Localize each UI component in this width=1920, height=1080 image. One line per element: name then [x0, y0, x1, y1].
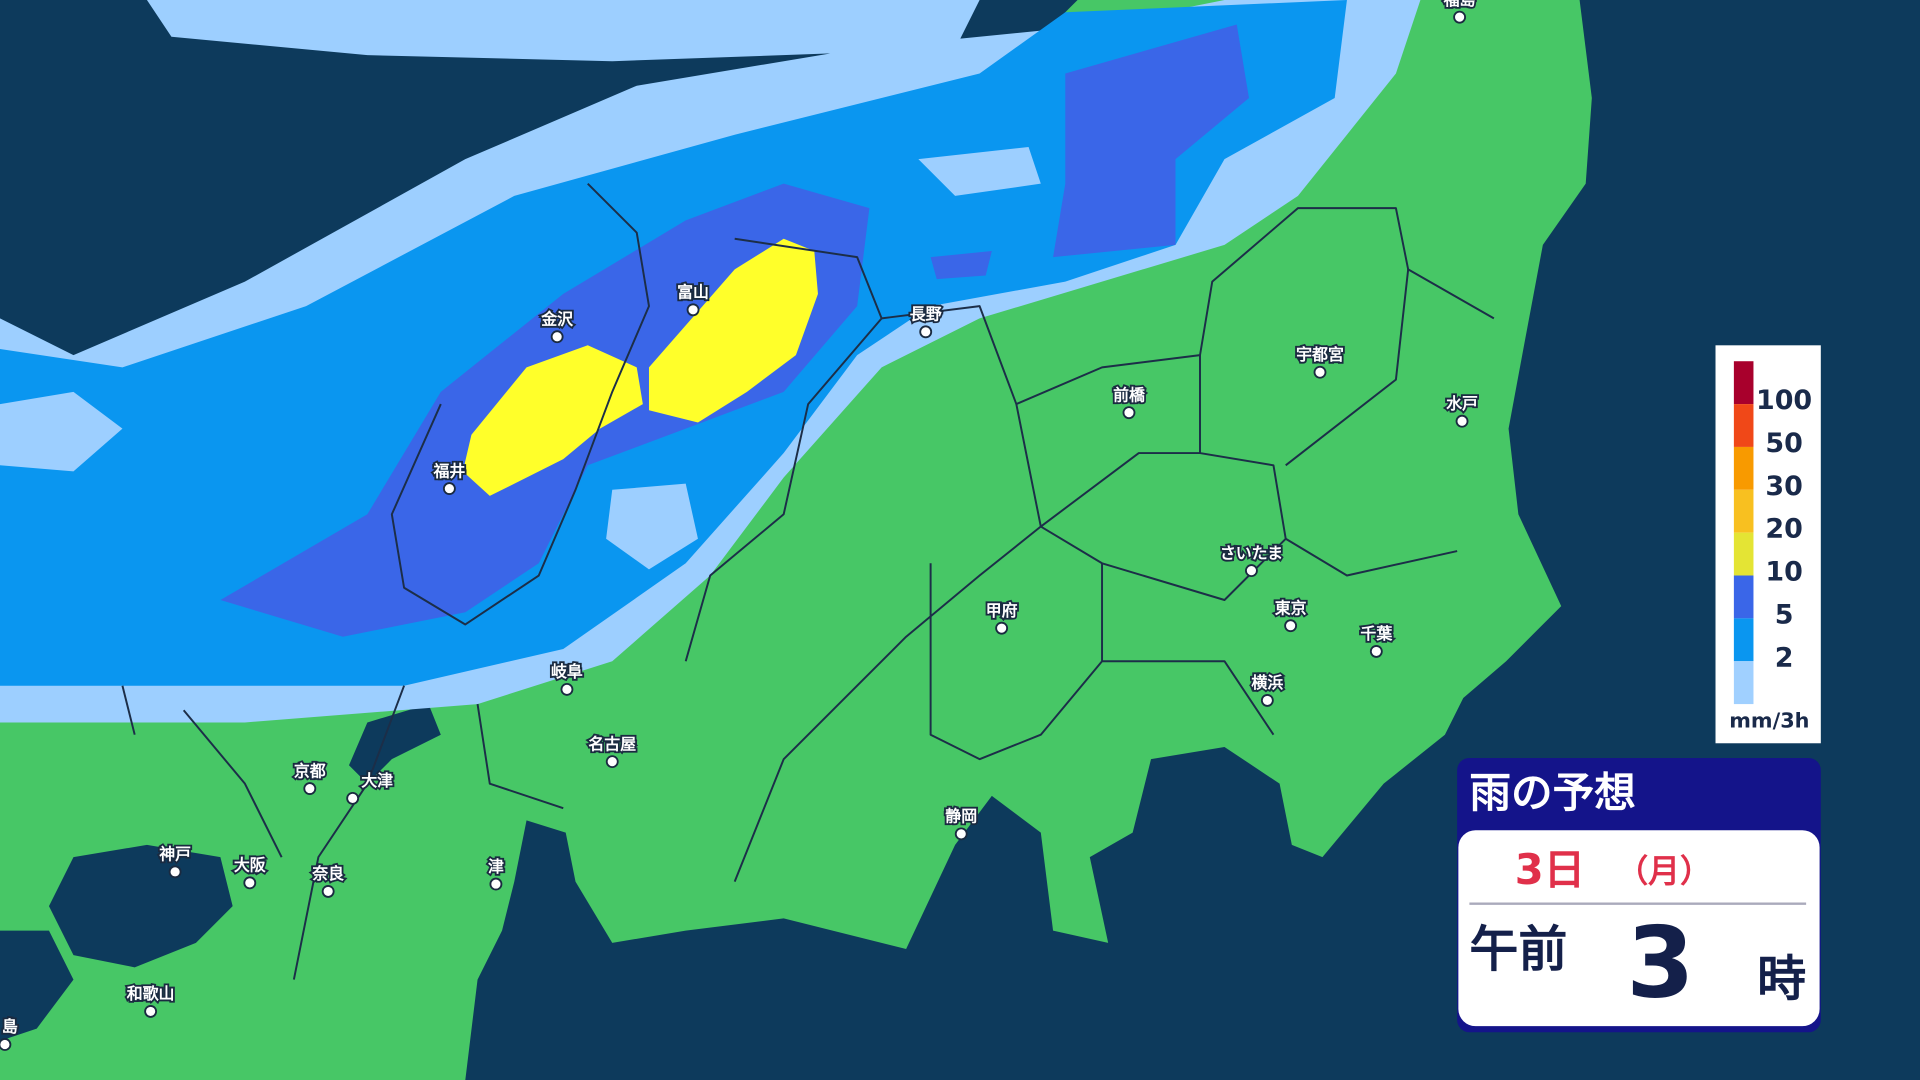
legend-label: 20: [1765, 514, 1802, 545]
city-label: 島: [2, 1017, 18, 1036]
city-dot: [243, 876, 257, 890]
city-dot: [1245, 564, 1258, 578]
legend-label: 2: [1775, 642, 1794, 673]
city-dot: [1453, 10, 1467, 24]
panel-weekday: （月）: [1616, 852, 1712, 890]
city-dot: [686, 303, 700, 317]
city-label: 千葉: [1360, 624, 1393, 643]
city-label: 津: [488, 857, 504, 876]
city-label: 東京: [1275, 598, 1307, 617]
city-label: 金沢: [540, 309, 574, 328]
city-label: 岐阜: [551, 662, 583, 681]
legend-label: 50: [1765, 428, 1802, 459]
prefecture-borders: [121, 182, 1495, 980]
city-label: 名古屋: [588, 734, 636, 753]
city-dot: [144, 1005, 158, 1018]
legend-swatch: [1733, 661, 1754, 705]
panel-title: 雨の予想: [1469, 768, 1636, 817]
city-label: 甲府: [986, 601, 1018, 620]
city-dot: [995, 621, 1009, 635]
city-label: 静岡: [945, 807, 977, 826]
legend-swatch: [1733, 489, 1754, 533]
panel-period: 午前: [1469, 921, 1567, 978]
legend-label: 30: [1765, 471, 1802, 502]
city-dot: [550, 330, 564, 344]
city-dot: [1284, 619, 1298, 633]
legend: 100 50 30 20 10 5 2 mm/3h: [1715, 345, 1821, 744]
land: [0, 0, 1592, 1080]
legend-unit: mm/3h: [1729, 708, 1809, 732]
bay: [0, 704, 441, 1041]
legend-swatch: [1733, 446, 1754, 490]
city-label: 福井: [432, 461, 465, 480]
city-dot: [1369, 645, 1383, 658]
city-label: 神戸: [159, 845, 191, 864]
city-dot: [560, 682, 574, 696]
legend-label: 10: [1765, 557, 1802, 588]
city-label: 大津: [361, 771, 393, 790]
city-label: 水戸: [1446, 394, 1478, 413]
rain-intense: [462, 238, 818, 496]
city-label: 宇都宮: [1296, 345, 1344, 364]
city-label: 京都: [294, 761, 326, 780]
city-dot: [168, 865, 182, 879]
city-dot: [0, 1038, 12, 1051]
legend-box: [1715, 345, 1821, 744]
panel-hour: 3: [1626, 907, 1694, 1021]
legend-swatch: [1733, 404, 1754, 447]
legend-label: 100: [1756, 385, 1812, 416]
city-dot: [1122, 406, 1136, 420]
city-dot: [1260, 693, 1274, 707]
city-dot: [1455, 414, 1469, 428]
city-label: さいたま: [1220, 543, 1283, 562]
city-label: 長野: [910, 305, 942, 324]
panel-body: [1458, 830, 1820, 1027]
city-label: 和歌山: [127, 984, 175, 1003]
city-dot: [489, 877, 503, 891]
legend-swatch: [1733, 532, 1754, 576]
legend-items: 100 50 30 20 10 5 2: [1733, 361, 1812, 705]
city-dot: [321, 885, 335, 898]
city-label: 福島: [1443, 0, 1476, 9]
city-label: 奈良: [311, 864, 344, 883]
forecast-panel: 雨の予想 3日 （月） 午前 3 時: [1457, 757, 1821, 1033]
city-dot: [346, 791, 360, 805]
city-label: 富山: [677, 283, 709, 302]
legend-swatch: [1733, 361, 1754, 405]
city-dot: [1313, 365, 1327, 379]
legend-swatch: [1733, 575, 1754, 619]
city-dot: [605, 755, 619, 769]
city-dot: [919, 325, 933, 339]
city-dot: [954, 827, 968, 841]
legend-label: 5: [1775, 599, 1794, 630]
panel-hour-unit: 時: [1757, 951, 1806, 1008]
city-label: 横浜: [1251, 673, 1283, 692]
legend-swatch: [1733, 618, 1754, 662]
city-dot: [303, 782, 317, 795]
city-label: 前橋: [1113, 385, 1146, 404]
city-dot: [442, 482, 456, 495]
panel-date: 3日: [1515, 845, 1586, 894]
city-label: 大阪: [234, 856, 266, 875]
